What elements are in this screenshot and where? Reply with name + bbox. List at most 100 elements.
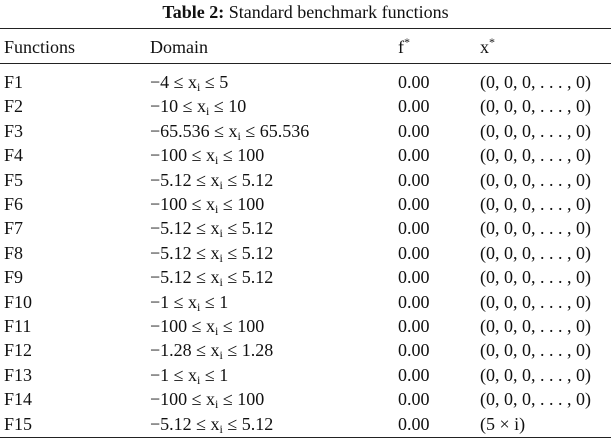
domain-upper: ≤ 100 [218,316,265,336]
domain-subscript: i [206,104,210,119]
function-name: F9 [4,267,24,288]
xstar-cell: (5 × i) [480,414,525,434]
optimum-value: 0.00 [398,364,430,385]
domain-cell: −5.12 ≤ xi ≤ 5.12 [150,169,274,191]
function-cell: F13 [4,365,32,385]
xstar-cell: (0, 0, 0, . . . , 0) [480,292,591,312]
domain-lower: −5.12 ≤ x [150,242,220,263]
optimum-value: 0.00 [398,96,430,117]
domain-upper: ≤ 1 [200,364,229,385]
function-cell: F3 [4,121,23,141]
fstar-cell: 0.00 [398,72,430,92]
bottom-rule [0,437,611,438]
xstar-cell: (0, 0, 0, . . . , 0) [480,96,591,116]
optimum-point: (0, 0, 0, . . . , 0) [480,194,591,214]
domain-subscript: i [219,250,223,265]
xstar-cell: (0, 0, 0, . . . , 0) [480,194,591,214]
domain-lower: −5.12 ≤ x [150,169,220,190]
function-cell: F11 [4,316,31,336]
optimum-point: (0, 0, 0, . . . , 0) [480,340,591,361]
domain-upper: ≤ 5.12 [222,413,274,434]
optimum-value: 0.00 [398,169,430,190]
domain-lower: −100 ≤ x [150,316,216,336]
xstar-cell: (0, 0, 0, . . . , 0) [480,72,591,92]
domain-subscript: i [215,324,219,338]
function-cell: F6 [4,194,23,214]
domain-subscript: i [237,128,241,143]
optimum-value: 0.00 [398,242,430,263]
caption: Table 2: Standard benchmark functions [0,2,611,22]
domain-lower: −65.536 ≤ x [150,120,238,141]
domain-subscript: i [219,421,223,436]
function-cell: F2 [4,96,23,116]
domain-subscript: i [219,226,223,241]
domain-upper: ≤ 5.12 [222,242,274,263]
fstar-cell: 0.00 [398,389,430,409]
fstar-cell: 0.00 [398,96,430,116]
header-cell: Domain [150,37,208,57]
function-name: F2 [4,96,24,117]
header-text: Functions [4,37,76,57]
optimum-value: 0.00 [398,218,430,239]
domain-upper: ≤ 1.28 [222,340,274,361]
optimum-point: (0, 0, 0, . . . , 0) [480,145,591,166]
domain-cell: −5.12 ≤ xi ≤ 5.12 [150,242,274,265]
caption-label: Table 2: [162,2,225,22]
domain-cell: −100 ≤ xi ≤ 100 [150,316,265,338]
domain-cell: −1.28 ≤ xi ≤ 1.28 [150,340,274,363]
function-name: F14 [4,389,33,410]
domain-cell: −100 ≤ xi ≤ 100 [150,389,264,412]
header-cell: Functions [4,37,75,57]
fstar-cell: 0.00 [398,267,430,287]
function-name: F4 [4,145,24,166]
domain-lower: −5.12 ≤ x [150,218,220,239]
domain-upper: ≤ 65.536 [240,120,310,141]
function-name: F7 [4,218,24,239]
header-superscript: * [404,35,410,49]
optimum-point: (0, 0, 0, . . . , 0) [480,96,591,117]
optimum-point: (0, 0, 0, . . . , 0) [480,291,591,312]
domain-cell: −10 ≤ xi ≤ 10 [150,96,246,119]
optimum-point: (0, 0, 0, . . . , 0) [480,120,591,141]
top-rule [0,28,611,29]
function-cell: F12 [4,340,32,360]
domain-subscript: i [215,202,219,216]
xstar-cell: (0, 0, 0, . . . , 0) [480,121,591,141]
domain-subscript: i [197,372,201,387]
function-cell: F10 [4,292,32,312]
domain-upper: ≤ 5 [200,72,229,92]
domain-upper: ≤ 5.12 [222,169,274,190]
optimum-point: (0, 0, 0, . . . , 0) [480,364,591,385]
fstar-cell: 0.00 [398,340,430,360]
header-text: f [398,37,404,57]
xstar-cell: (0, 0, 0, . . . , 0) [480,145,591,165]
fstar-cell: 0.00 [398,170,430,190]
optimum-value: 0.00 [398,291,430,312]
domain-cell: −1 ≤ xi ≤ 1 [150,364,229,387]
fstar-cell: 0.00 [398,316,430,336]
function-name: F3 [4,120,24,141]
fstar-cell: 0.00 [398,243,430,263]
domain-subscript: i [215,397,219,412]
xstar-cell: (0, 0, 0, . . . , 0) [480,243,591,263]
header-rule [0,63,611,64]
optimum-value: 0.00 [398,72,430,92]
domain-subscript: i [197,299,201,314]
xstar-cell: (0, 0, 0, . . . , 0) [480,170,591,190]
fstar-cell: 0.00 [398,218,430,238]
function-cell: F9 [4,267,23,287]
optimum-value: 0.00 [398,267,430,288]
domain-cell: −5.12 ≤ xi ≤ 5.12 [150,413,274,436]
function-name: F12 [4,340,33,361]
optimum-value: 0.00 [398,389,430,410]
caption-title: Standard benchmark functions [228,2,449,22]
optimum-value: 0.00 [398,145,430,166]
header-cell: f* [398,35,410,57]
fstar-cell: 0.00 [398,292,430,312]
function-cell: F1 [4,72,23,92]
domain-lower: −1.28 ≤ x [150,340,220,361]
domain-lower: −5.12 ≤ x [150,413,220,434]
fstar-cell: 0.00 [398,121,430,141]
domain-subscript: i [219,348,223,363]
